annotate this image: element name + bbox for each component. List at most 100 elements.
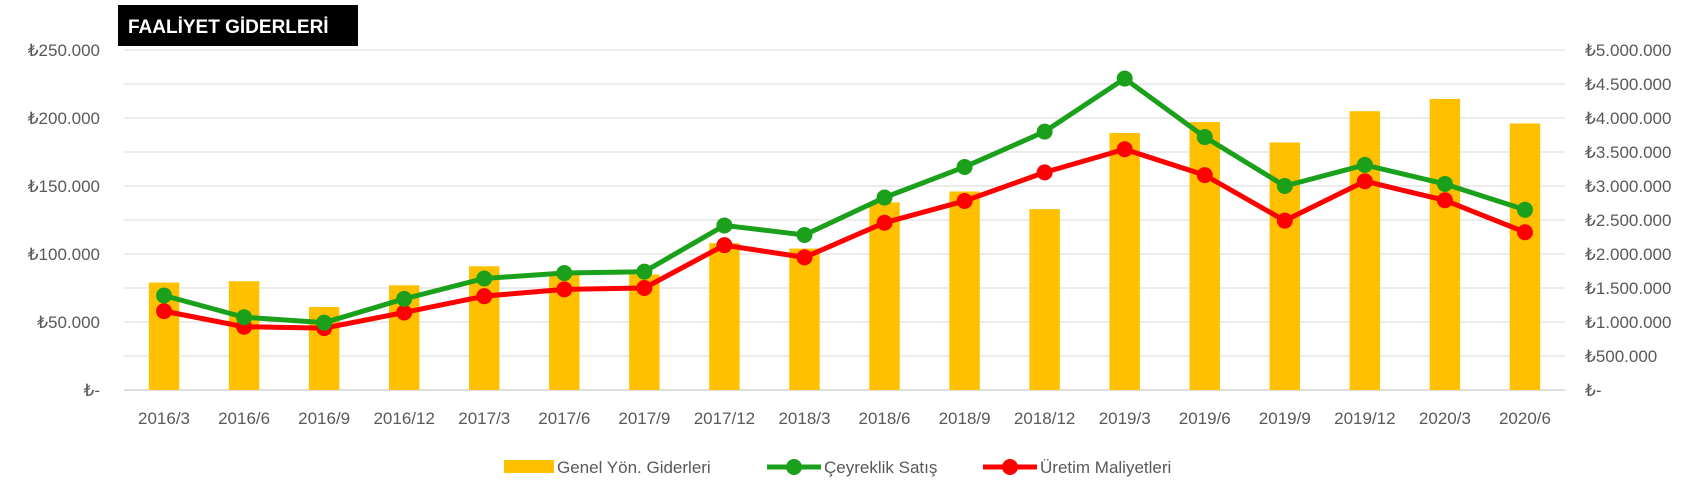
point-green-2017/6 (556, 265, 573, 282)
point-red-2018/9 (956, 192, 973, 209)
y-right-tick-label: ₺1.000.000 (1585, 313, 1671, 332)
y-right-tick-label: ₺4.000.000 (1585, 109, 1671, 128)
y-axis-right: ₺- ₺500.000 ₺1.000.000 ₺1.500.000 ₺2.000.000… (1585, 41, 1671, 400)
x-tick-label: 2019/6 (1179, 409, 1231, 428)
bar-2018/3 (789, 248, 820, 390)
point-green-2019/6 (1196, 129, 1213, 146)
legend-swatch-bar (504, 460, 554, 473)
point-red-2017/3 (476, 288, 493, 305)
y-right-tick-label: ₺- (1585, 381, 1601, 400)
point-green-2017/9 (636, 263, 653, 280)
point-green-2018/9 (956, 158, 973, 175)
legend-label-bar: Genel Yön. Giderleri (557, 458, 711, 477)
bar-series (148, 98, 1541, 391)
bar-2019/6 (1189, 122, 1220, 390)
point-red-2017/12 (716, 237, 733, 254)
bar-2019/3 (1109, 132, 1140, 390)
x-tick-label: 2016/3 (138, 409, 190, 428)
x-tick-label: 2019/9 (1259, 409, 1311, 428)
y-right-tick-label: ₺4.500.000 (1585, 75, 1671, 94)
point-red-2020/3 (1436, 192, 1453, 209)
y-right-tick-label: ₺3.000.000 (1585, 177, 1671, 196)
bar-2017/3 (469, 266, 500, 390)
point-red-2016/12 (396, 304, 413, 321)
bar-2020/6 (1509, 123, 1541, 390)
point-green-2016/3 (156, 287, 173, 304)
point-green-2019/9 (1276, 178, 1293, 194)
point-red-2019/6 (1196, 167, 1213, 184)
bar-2020/3 (1429, 98, 1461, 391)
bar-2018/12 (1029, 209, 1060, 390)
line-red (163, 146, 1526, 331)
legend-marker-green (786, 459, 802, 475)
chart-title: FAALİYET GİDERLERİ (118, 5, 358, 46)
bar-2018/9 (949, 191, 980, 390)
x-tick-label: 2020/3 (1419, 409, 1471, 428)
point-green-2016/12 (396, 290, 413, 307)
point-green-2018/6 (876, 189, 893, 206)
title-box (118, 5, 358, 46)
y-left-tick-label: ₺250.000 (28, 41, 100, 60)
gridlines (124, 49, 1565, 391)
point-green-2018/12 (1036, 123, 1053, 140)
x-tick-label: 2020/6 (1499, 409, 1551, 428)
point-red-2017/6 (556, 281, 573, 298)
point-red-2018/6 (876, 214, 893, 231)
x-axis: 2016/3 2016/6 2016/9 2016/12 2017/3 2017/6 201… (138, 409, 1551, 428)
point-red-2019/3 (1116, 141, 1133, 158)
bar-2019/12 (1349, 111, 1381, 390)
title-text: FAALİYET GİDERLERİ (128, 17, 329, 38)
y-left-tick-label: ₺200.000 (28, 109, 100, 128)
bar-2017/12 (709, 243, 740, 390)
bar-2016/6 (228, 281, 260, 390)
y-left-tick-label: ₺50.000 (37, 313, 100, 332)
legend-marker-red (1002, 459, 1018, 475)
x-tick-label: 2017/12 (694, 409, 755, 428)
x-tick-label: 2018/9 (939, 409, 991, 428)
point-red-2019/9 (1276, 212, 1293, 229)
line-green (163, 76, 1526, 326)
point-red-2018/3 (796, 249, 813, 266)
point-green-2018/3 (796, 226, 813, 243)
point-red-2017/9 (636, 280, 653, 296)
point-green-2020/6 (1516, 201, 1533, 218)
y-left-tick-label: ₺150.000 (28, 177, 100, 196)
point-green-2019/12 (1356, 156, 1373, 173)
x-tick-label: 2016/6 (218, 409, 270, 428)
point-red-2018/12 (1036, 164, 1053, 181)
point-green-2016/9 (316, 314, 333, 331)
x-tick-label: 2017/9 (618, 409, 670, 428)
point-green-2016/6 (236, 309, 253, 326)
x-tick-label: 2016/9 (298, 409, 350, 428)
bar-2018/6 (869, 202, 900, 390)
y-right-tick-label: ₺2.000.000 (1585, 245, 1671, 264)
point-green-2017/12 (716, 217, 733, 234)
legend-label-red: Üretim Maliyetleri (1040, 458, 1171, 477)
x-tick-label: 2018/6 (859, 409, 911, 428)
y-right-tick-label: ₺5.000.000 (1585, 41, 1671, 60)
x-tick-label: 2019/12 (1334, 409, 1395, 428)
y-right-tick-label: ₺500.000 (1585, 347, 1657, 366)
y-left-tick-label: ₺100.000 (28, 245, 100, 264)
x-tick-label: 2019/3 (1099, 409, 1151, 428)
x-tick-label: 2017/6 (538, 409, 590, 428)
legend: Genel Yön. Giderleri Çeyreklik Satış Üre… (504, 458, 1171, 477)
point-red-2020/6 (1516, 224, 1533, 241)
line-series (156, 70, 1533, 337)
y-axis-left: ₺- ₺50.000 ₺100.000 ₺150.000 ₺200.000 ₺250.00… (28, 41, 100, 400)
point-green-2019/3 (1116, 70, 1133, 87)
x-tick-label: 2018/12 (1014, 409, 1075, 428)
y-right-tick-label: ₺2.500.000 (1585, 211, 1671, 230)
point-green-2020/3 (1436, 175, 1453, 192)
y-right-tick-label: ₺3.500.000 (1585, 143, 1671, 162)
x-tick-label: 2018/3 (778, 409, 830, 428)
point-green-2017/3 (476, 270, 493, 287)
x-tick-label: 2017/3 (458, 409, 510, 428)
x-tick-label: 2016/12 (373, 409, 434, 428)
legend-label-green: Çeyreklik Satış (824, 458, 937, 477)
point-red-2019/12 (1356, 173, 1373, 190)
y-right-tick-label: ₺1.500.000 (1585, 279, 1671, 298)
y-left-tick-label: ₺- (84, 381, 100, 400)
point-red-2016/3 (156, 303, 173, 320)
